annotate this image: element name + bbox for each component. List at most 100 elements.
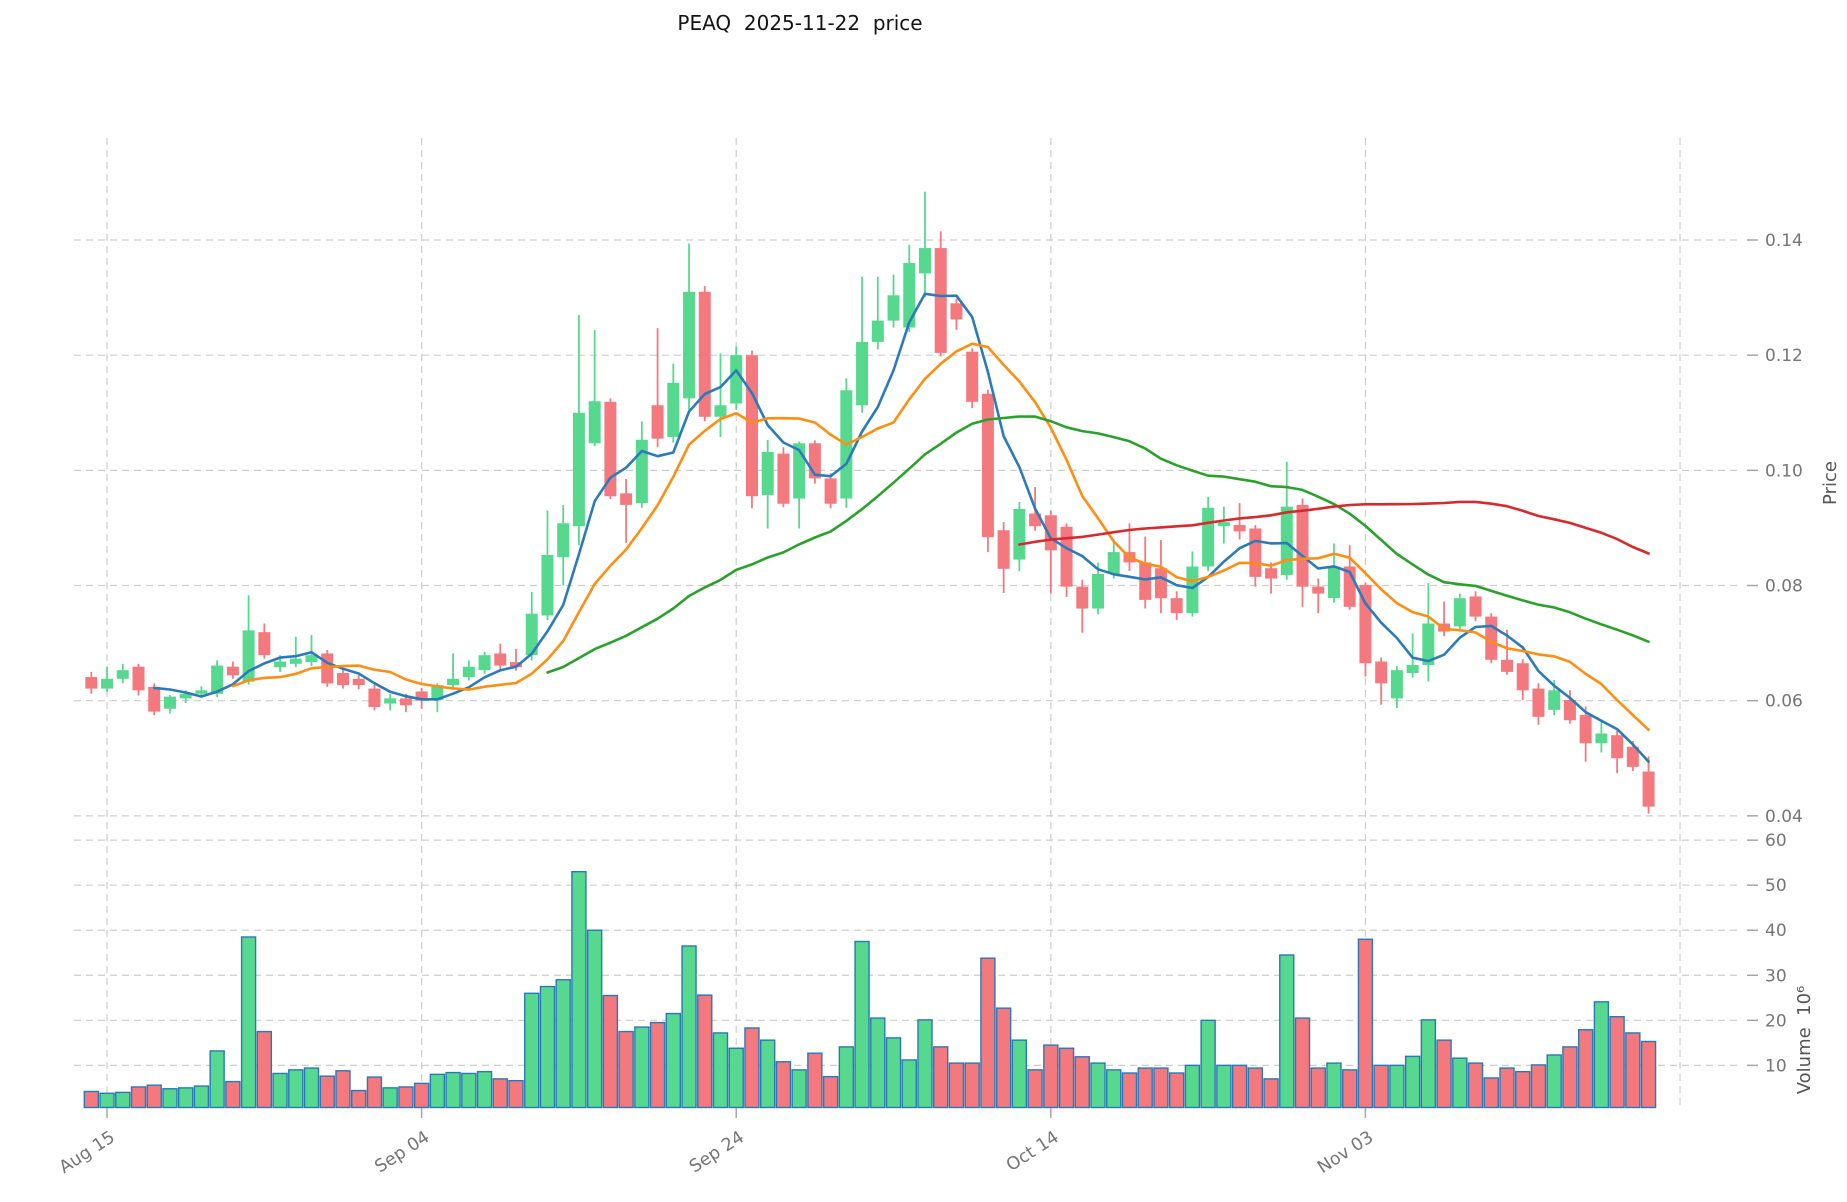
- volume-bar: [948, 1062, 965, 1109]
- price-tick-label: 0.04: [1765, 807, 1803, 827]
- candle-body: [1626, 746, 1639, 767]
- volume-bar: [162, 1088, 178, 1109]
- candle-body: [478, 655, 491, 671]
- candle-body: [163, 696, 176, 709]
- volume-bar: [146, 1084, 162, 1109]
- candle-body: [1548, 690, 1561, 710]
- volume-bar: [618, 1030, 634, 1109]
- candle-body: [258, 632, 271, 656]
- candle-body: [462, 666, 475, 678]
- candle-body: [336, 673, 349, 686]
- candle-body: [934, 248, 947, 353]
- volume-bar: [288, 1069, 304, 1109]
- price-tick-label: 0.06: [1765, 692, 1803, 712]
- volume-bar: [634, 1026, 650, 1109]
- volume-bar: [1389, 1064, 1405, 1109]
- ma-10-line: [231, 342, 1650, 732]
- volume-bar: [1546, 1054, 1562, 1109]
- candle-body: [132, 666, 145, 691]
- candle-body: [1453, 598, 1466, 627]
- volume-bar: [649, 1021, 666, 1109]
- candle-body: [179, 693, 192, 699]
- date-tick-label: Sep 04: [371, 1127, 433, 1177]
- candle-body: [1406, 664, 1419, 674]
- volume-bar: [272, 1072, 288, 1109]
- volume-bar: [1357, 938, 1374, 1109]
- candle-body: [856, 341, 869, 406]
- price-tick-label: 0.10: [1765, 461, 1803, 481]
- ma-5-line: [152, 292, 1650, 763]
- candle-body: [966, 351, 979, 402]
- candle-body: [384, 698, 397, 704]
- candle-body: [871, 320, 884, 342]
- volume-bar: [225, 1080, 241, 1109]
- volume-tick-label: 20: [1765, 1011, 1787, 1031]
- candle-body: [1579, 715, 1592, 744]
- candle-body: [981, 393, 994, 538]
- volume-bar: [99, 1092, 115, 1109]
- volume-bar: [602, 994, 619, 1109]
- volume-bar: [1200, 1019, 1216, 1109]
- candle-body: [1312, 586, 1325, 594]
- candle-body: [1265, 568, 1278, 579]
- volume-bar: [1121, 1072, 1138, 1109]
- price-tick-label: 0.14: [1765, 231, 1803, 251]
- volume-bar: [1341, 1069, 1358, 1109]
- candle-body: [305, 655, 318, 663]
- candle-body: [1092, 573, 1105, 609]
- volume-bar: [303, 1067, 320, 1109]
- candle-body: [274, 661, 287, 668]
- ma-30-line: [546, 415, 1650, 674]
- candle-body: [1422, 623, 1435, 665]
- volume-bar: [1483, 1077, 1499, 1109]
- candle-body: [1170, 598, 1183, 614]
- volume-bar: [492, 1078, 508, 1109]
- volume-bar: [586, 929, 603, 1109]
- candle-body: [525, 613, 538, 656]
- volume-tick-label: 30: [1765, 966, 1787, 986]
- volume-bar: [398, 1086, 414, 1109]
- volume-bar: [901, 1059, 917, 1109]
- candle-body: [1217, 522, 1230, 527]
- candle-body: [1186, 566, 1199, 614]
- volume-bar: [115, 1091, 131, 1109]
- candle-body: [85, 677, 98, 689]
- volume-bars-layer: [83, 870, 1657, 1109]
- candle-body: [887, 295, 900, 321]
- candle-body: [1139, 562, 1152, 600]
- volume-bar: [870, 1017, 886, 1109]
- candle-body: [1280, 506, 1293, 576]
- volume-bar: [1562, 1046, 1578, 1109]
- volume-bar: [775, 1061, 792, 1109]
- volume-bar: [382, 1087, 398, 1109]
- volume-bar: [1373, 1064, 1389, 1109]
- candle-body: [399, 698, 412, 706]
- candle-body: [148, 686, 161, 712]
- candle-body: [1563, 700, 1576, 721]
- candle-body: [510, 662, 523, 668]
- candle-body: [604, 401, 617, 497]
- volume-bar: [413, 1082, 430, 1109]
- candle-body: [1013, 508, 1026, 560]
- volume-bar: [1231, 1064, 1248, 1109]
- volume-bar: [1090, 1062, 1106, 1109]
- volume-bar: [854, 940, 870, 1109]
- volume-bar: [1247, 1067, 1264, 1109]
- volume-bar: [1467, 1062, 1484, 1109]
- candle-body: [415, 691, 428, 701]
- volume-bar: [1310, 1067, 1326, 1109]
- candle-body: [1107, 552, 1120, 574]
- candle-body: [1642, 771, 1655, 807]
- volume-bar: [571, 870, 587, 1109]
- candle-body: [431, 685, 444, 701]
- candle-body: [1390, 670, 1403, 699]
- date-tick-label: Oct 14: [1003, 1127, 1063, 1175]
- volume-bar: [539, 985, 556, 1109]
- volume-bar: [697, 994, 713, 1109]
- volume-bar: [1153, 1067, 1169, 1109]
- volume-bar: [1279, 954, 1295, 1109]
- volume-bar: [508, 1079, 524, 1109]
- candle-body: [824, 478, 837, 504]
- volume-bar: [1436, 1039, 1452, 1109]
